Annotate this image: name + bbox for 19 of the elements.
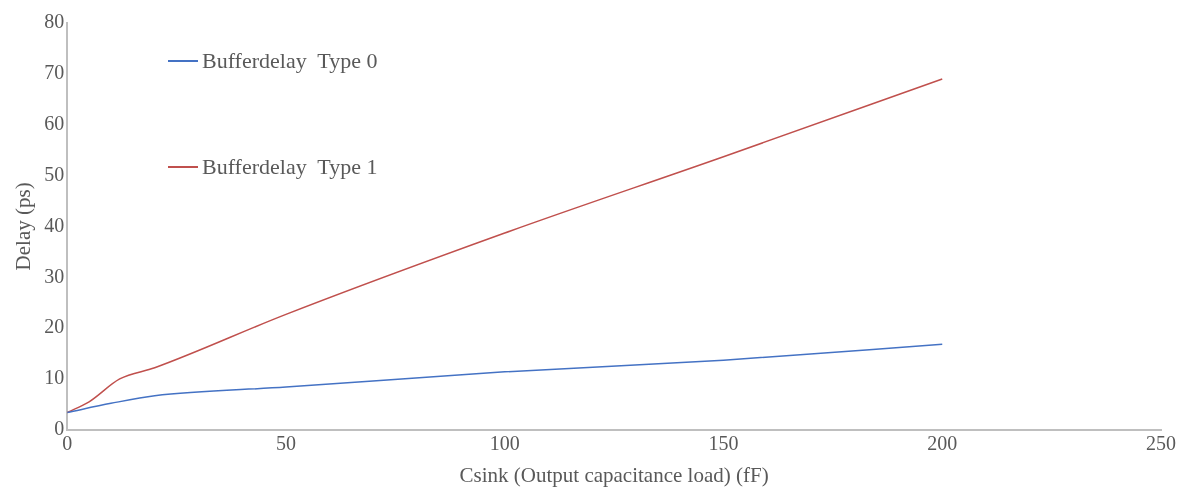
legend-label: Bufferdelay Type 1	[202, 154, 378, 180]
y-tick-label: 80	[44, 10, 65, 33]
y-tick-label: 10	[44, 366, 65, 389]
y-tick-label: 60	[44, 111, 65, 134]
y-tick-label: 30	[44, 264, 65, 287]
y-tick-label: 20	[44, 315, 65, 338]
legend-label: Bufferdelay Type 0	[202, 48, 378, 74]
y-axis-title: Delay (ps)	[11, 182, 36, 271]
x-tick-label: 100	[489, 432, 520, 455]
line-series	[67, 78, 943, 414]
line-series	[67, 343, 943, 414]
y-tick-label: 50	[44, 162, 65, 185]
x-tick-label: 50	[275, 432, 296, 455]
y-tick-label: 40	[44, 213, 65, 236]
x-tick-label: 200	[927, 432, 958, 455]
x-tick-label: 150	[708, 432, 739, 455]
y-tick-label: 70	[44, 61, 65, 84]
x-tick-label: 250	[1146, 432, 1176, 455]
x-axis-title: Csink (Output capacitance load) (fF)	[459, 462, 769, 487]
